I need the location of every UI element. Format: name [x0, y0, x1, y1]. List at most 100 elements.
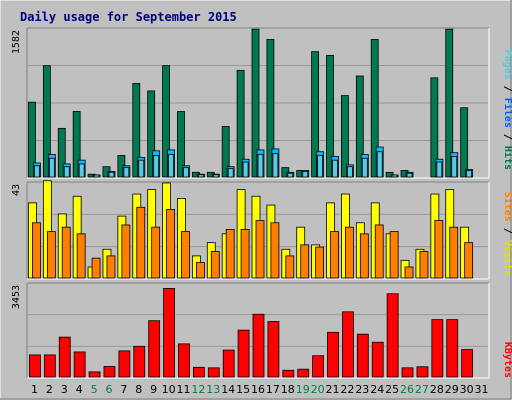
bar-sites-day-11: [181, 231, 190, 279]
bar-kbytes-day-1: [29, 354, 41, 378]
bar-pages-day-4: [78, 163, 85, 178]
bar-kbytes-day-29: [446, 319, 459, 378]
panel-visits: 43: [11, 180, 490, 280]
bar-sites-day-13: [210, 251, 220, 279]
x-label-day-19: 19: [296, 383, 310, 396]
x-label-day-7: 7: [120, 383, 127, 396]
x-label-day-11: 11: [176, 383, 190, 396]
panel-kbytes: 3453: [11, 282, 490, 379]
y-max-label-visits: 43: [11, 184, 22, 196]
bar-hits-day-4: [72, 111, 81, 178]
x-label-day-9: 9: [150, 383, 157, 396]
bar-hits-day-8: [132, 83, 141, 178]
bar-kbytes-day-2: [43, 354, 56, 378]
bar-pages-day-23: [361, 157, 368, 178]
x-label-day-12: 12: [191, 383, 205, 396]
bar-pages-day-10: [168, 154, 174, 178]
bar-sites-day-30: [464, 242, 474, 279]
bar-kbytes-day-6: [103, 366, 116, 378]
bar-pages-day-25: [391, 174, 398, 178]
x-label-day-20: 20: [311, 383, 325, 396]
bar-hits-day-14: [221, 126, 230, 178]
bar-pages-day-20: [317, 155, 324, 178]
bar-hits-day-20: [311, 51, 320, 178]
bar-pages-day-28: [436, 161, 443, 178]
bar-sites-day-29: [449, 226, 459, 279]
bar-kbytes-day-5: [88, 371, 101, 378]
x-axis-labels: 1 2 3 4 5 6 7 8 9 10 11 12 13 14 15 16 17 18 19 20 21 22 23 24 2…: [31, 383, 489, 396]
bar-hits-day-10: [162, 65, 170, 178]
bar-sites-day-18: [285, 255, 295, 279]
bar-hits-day-3: [57, 127, 66, 178]
legend-sites: Sites: [502, 192, 512, 222]
chart-title: Daily usage for September 2015: [20, 10, 237, 24]
bar-kbytes-day-20: [312, 355, 325, 378]
legend-visits: Visits: [502, 240, 512, 276]
y-max-label-hits: 1582: [11, 30, 22, 54]
panel-hits: 1582: [11, 27, 490, 179]
bar-sites-day-9: [151, 226, 161, 279]
bar-hits-day-23: [355, 75, 364, 178]
bar-kbytes-day-12: [192, 366, 205, 378]
bar-hits-day-16: [251, 28, 260, 178]
legend-hits-panel: Pages / Files / Hits: [502, 50, 512, 170]
x-label-day-28: 28: [430, 383, 444, 396]
bar-sites-day-20: [315, 246, 325, 279]
x-label-day-13: 13: [206, 383, 220, 396]
bar-kbytes-day-28: [431, 319, 444, 378]
bar-kbytes-day-13: [207, 367, 220, 378]
bar-hits-day-29: [445, 28, 454, 178]
bar-sites-day-25: [389, 231, 399, 279]
legend-kbytes: KBytes: [502, 342, 512, 378]
bar-sites-day-27: [419, 251, 429, 279]
bar-pages-day-13: [212, 174, 219, 178]
bar-hits-day-1: [28, 101, 36, 178]
x-label-day-27: 27: [415, 383, 429, 396]
x-label-day-29: 29: [445, 383, 459, 396]
bar-hits-day-28: [430, 77, 439, 178]
bar-pages-day-7: [123, 167, 130, 178]
legend-hits: Hits: [502, 146, 512, 170]
bar-pages-day-26: [406, 172, 413, 178]
bar-pages-day-3: [63, 166, 70, 178]
bar-sites-day-4: [76, 233, 86, 279]
bar-pages-day-11: [183, 167, 189, 178]
bar-sites-day-5: [91, 257, 101, 279]
x-label-day-22: 22: [340, 383, 354, 396]
bar-hits-day-17: [266, 39, 275, 178]
bar-hits-day-9: [147, 90, 156, 178]
x-label-day-25: 25: [385, 383, 399, 396]
bar-kbytes-day-23: [356, 333, 369, 378]
legend-pages: Pages: [502, 50, 512, 80]
x-label-day-2: 2: [46, 383, 53, 396]
bar-pages-day-1: [34, 165, 40, 178]
bar-sites-day-10: [166, 209, 175, 279]
x-label-day-1: 1: [31, 383, 38, 396]
bar-kbytes-day-21: [327, 331, 339, 378]
x-label-day-30: 30: [460, 383, 474, 396]
bar-hits-day-11: [177, 111, 185, 178]
bar-sites-day-6: [106, 255, 116, 279]
bar-kbytes-day-25: [386, 293, 399, 378]
bar-sites-day-15: [240, 228, 250, 279]
x-label-day-31: 31: [475, 383, 489, 396]
x-label-day-10: 10: [162, 383, 176, 396]
bar-kbytes-day-17: [267, 321, 280, 378]
bar-kbytes-day-8: [133, 345, 146, 378]
bar-kbytes-day-4: [73, 351, 86, 378]
bar-pages-day-8: [138, 159, 145, 178]
x-label-day-21: 21: [326, 383, 340, 396]
x-label-day-14: 14: [221, 383, 235, 396]
bar-kbytes-day-30: [461, 349, 474, 378]
bar-sites-day-23: [359, 233, 369, 279]
bar-sites-day-17: [270, 222, 280, 279]
bar-kbytes-day-18: [282, 369, 295, 378]
x-label-day-5: 5: [91, 383, 98, 396]
bar-hits-day-15: [236, 69, 245, 178]
legend-kbytes-panel: KBytes: [502, 342, 512, 378]
bar-pages-day-19: [302, 170, 309, 178]
bar-sites-day-28: [434, 220, 444, 279]
bar-kbytes-day-19: [297, 368, 310, 378]
legend-visits-text: Sites / Visits: [502, 192, 512, 276]
